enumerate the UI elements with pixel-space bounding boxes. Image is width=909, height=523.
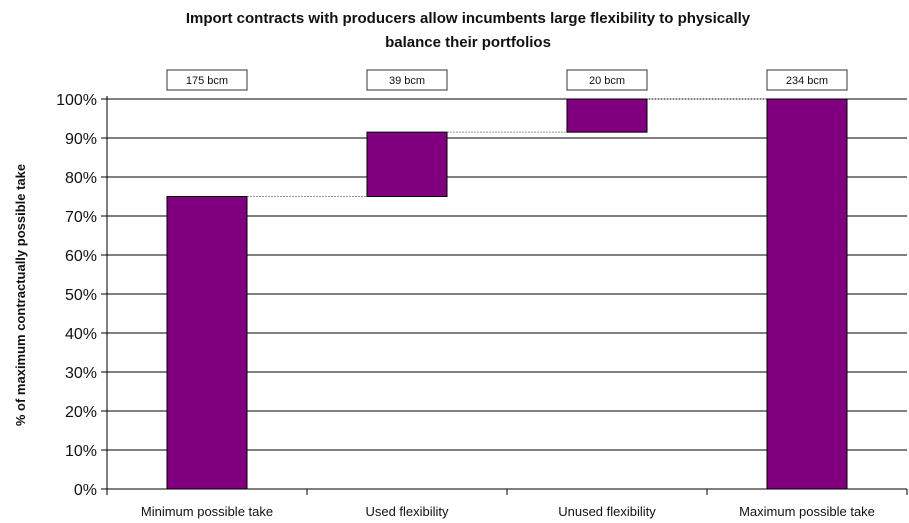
- value-label: 175 bcm: [186, 75, 228, 87]
- bar-1: [166, 196, 248, 490]
- y-tick-label: 10%: [65, 443, 97, 460]
- category-label: Used flexibility: [365, 504, 449, 519]
- y-tick-label: 80%: [65, 170, 97, 187]
- y-tick-label: 50%: [65, 287, 97, 304]
- value-label-box: [566, 69, 648, 91]
- category-label: Minimum possible take: [141, 504, 273, 519]
- value-label-box: [366, 69, 448, 91]
- y-tick-label: 40%: [65, 326, 97, 343]
- chart-title-line-1: Import contracts with producers allow in…: [186, 10, 751, 27]
- y-axis-label: % of maximum contractually possible take: [13, 164, 28, 426]
- bar-2: [366, 131, 448, 197]
- value-label: 20 bcm: [589, 75, 625, 87]
- value-label-box: [166, 69, 248, 91]
- y-tick-label: 90%: [65, 131, 97, 148]
- category-label: Unused flexibility: [558, 504, 656, 519]
- y-tick-label: 60%: [65, 248, 97, 265]
- bar-4: [766, 98, 848, 490]
- y-tick-label: 0%: [74, 482, 97, 499]
- y-tick-label: 70%: [65, 209, 97, 226]
- y-tick-label: 100%: [56, 92, 97, 109]
- value-label: 39 bcm: [389, 75, 425, 87]
- chart-title-line-2: balance their portfolios: [385, 34, 551, 51]
- bar-3: [566, 98, 648, 133]
- y-tick-label: 20%: [65, 404, 97, 421]
- y-tick-label: 30%: [65, 365, 97, 382]
- category-label: Maximum possible take: [739, 504, 875, 519]
- value-label-box: [766, 69, 848, 91]
- value-label: 234 bcm: [786, 75, 828, 87]
